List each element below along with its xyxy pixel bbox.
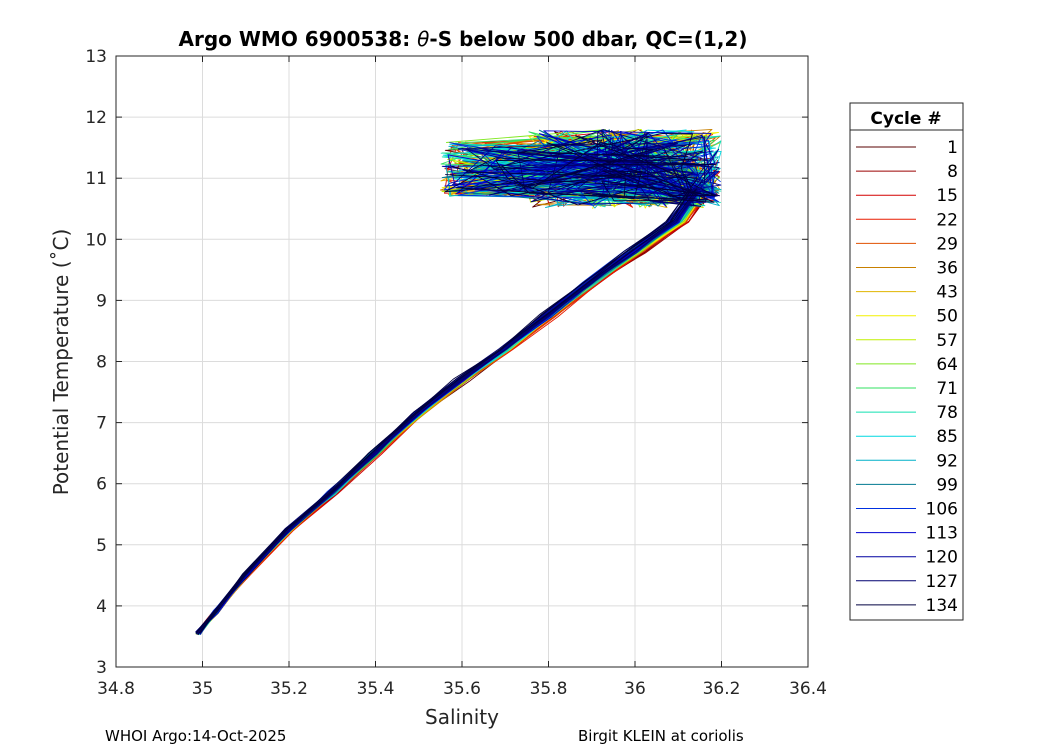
legend-label: 15 <box>936 186 958 206</box>
legend-label: 127 <box>926 572 958 592</box>
x-axis-ticks: 34.8 35 35.2 35.4 35.6 35.8 36 36.2 36.4 <box>97 56 827 699</box>
x-tick-label: 35.8 <box>530 679 568 699</box>
x-axis-label: Salinity <box>425 705 499 729</box>
legend-label: 78 <box>936 403 958 423</box>
legend-label: 85 <box>936 427 958 447</box>
x-tick-label: 34.8 <box>97 679 135 699</box>
legend-label: 106 <box>926 500 958 520</box>
profile-line <box>197 131 721 635</box>
y-tick-label: 5 <box>96 536 107 556</box>
y-tick-label: 7 <box>96 414 107 434</box>
legend-label: 64 <box>936 355 958 375</box>
legend-label: 36 <box>936 259 958 279</box>
legend-label: 29 <box>936 234 958 254</box>
legend-label: 71 <box>936 379 958 399</box>
y-tick-label: 3 <box>96 658 107 678</box>
footer-right: Birgit KLEIN at coriolis <box>578 727 744 745</box>
legend-label: 99 <box>936 475 958 495</box>
legend-label: 50 <box>936 307 958 327</box>
legend-label: 92 <box>936 451 958 471</box>
x-tick-label: 35.6 <box>443 679 481 699</box>
legend-label: 8 <box>947 162 958 182</box>
chart-title: Argo WMO 6900538: θ-S below 500 dbar, QC… <box>179 27 748 51</box>
legend-label: 22 <box>936 210 958 230</box>
grid <box>116 56 808 667</box>
legend-title: Cycle # <box>870 109 941 129</box>
y-axis-ticks: 3 4 5 6 7 8 9 10 11 12 13 <box>85 47 808 678</box>
legend-label: 113 <box>926 524 958 544</box>
legend-label: 43 <box>936 283 958 303</box>
legend-label: 1 <box>947 138 958 158</box>
profile-line <box>200 157 717 633</box>
x-tick-label: 35.2 <box>270 679 308 699</box>
x-tick-label: 36 <box>624 679 646 699</box>
legend-box <box>849 102 964 621</box>
y-tick-label: 13 <box>85 47 107 67</box>
profile-lines <box>195 128 722 636</box>
y-tick-label: 8 <box>96 353 107 373</box>
y-tick-label: 4 <box>96 597 107 617</box>
legend-label: 120 <box>926 548 958 568</box>
legend: Cycle # 18152229364350576471788592991061… <box>849 102 964 621</box>
y-axis-label: Potential Temperature (˚C) <box>49 229 73 496</box>
y-tick-label: 10 <box>85 230 107 250</box>
x-tick-label: 35 <box>192 679 214 699</box>
x-tick-label: 35.4 <box>357 679 395 699</box>
y-tick-label: 11 <box>85 169 107 189</box>
footer-left: WHOI Argo:14-Oct-2025 <box>105 727 286 745</box>
x-tick-label: 36.2 <box>703 679 741 699</box>
y-tick-label: 12 <box>85 108 107 128</box>
y-tick-label: 6 <box>96 475 107 495</box>
legend-entries: 1 8 15 22 29 36 43 50 57 64 71 78 85 92 99 106 113 120 127… <box>856 138 958 616</box>
legend-label: 134 <box>926 596 958 616</box>
x-tick-label: 36.4 <box>789 679 827 699</box>
legend-label: 57 <box>936 331 958 351</box>
y-tick-label: 9 <box>96 291 107 311</box>
